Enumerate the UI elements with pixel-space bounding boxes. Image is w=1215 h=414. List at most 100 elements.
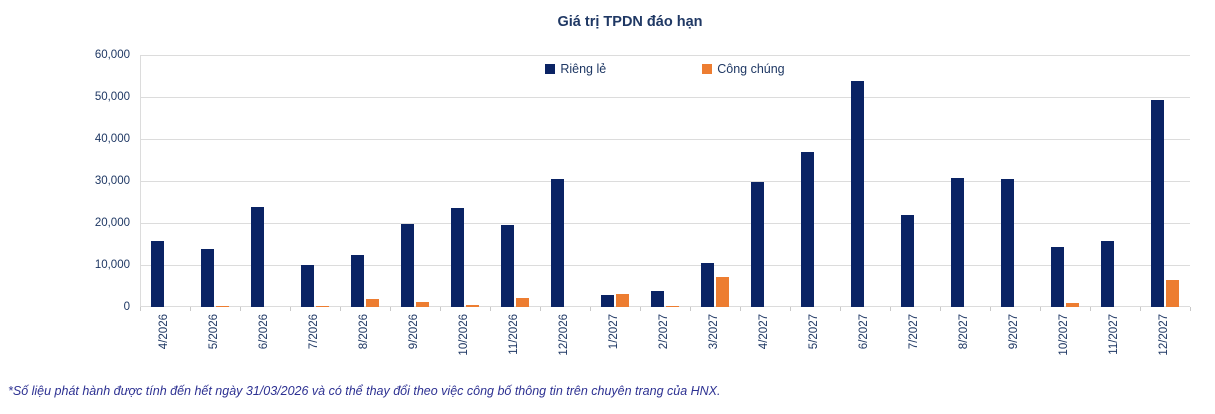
y-axis-label: 50,000	[94, 91, 130, 103]
bar-rieng-le	[401, 224, 414, 307]
axis-tick	[940, 307, 941, 311]
gridline	[140, 265, 1190, 266]
bar-group	[540, 55, 590, 307]
axis-tick	[1190, 307, 1191, 311]
x-axis-slot: 10/2026	[440, 314, 490, 378]
x-axis-label: 7/2027	[908, 314, 921, 350]
y-axis-label: 60,000	[94, 49, 130, 61]
x-axis-label: 11/2026	[508, 314, 521, 355]
bar-group	[240, 55, 290, 307]
bar-rieng-le	[551, 179, 564, 307]
x-axis-slot: 9/2026	[390, 314, 440, 378]
bar-group	[590, 55, 640, 307]
x-axis-label: 8/2026	[358, 314, 371, 350]
bar-cong-chung	[366, 299, 379, 307]
bar-rieng-le	[601, 295, 614, 307]
x-axis-label: 10/2027	[1058, 314, 1071, 356]
x-axis-label: 8/2027	[958, 314, 971, 350]
bar-rieng-le	[301, 265, 314, 307]
bar-group	[840, 55, 890, 307]
x-axis-slot: 9/2027	[990, 314, 1040, 378]
bar-rieng-le	[1051, 247, 1064, 307]
x-axis-slot: 7/2026	[290, 314, 340, 378]
x-axis-label: 2/2027	[658, 314, 671, 350]
x-axis-label: 6/2027	[858, 314, 871, 350]
axis-tick	[140, 307, 141, 311]
x-axis-label: 12/2027	[1158, 314, 1171, 356]
axis-tick	[790, 307, 791, 311]
x-axis-label: 7/2026	[308, 314, 321, 350]
bar-cong-chung	[516, 298, 529, 307]
bar-rieng-le	[1101, 241, 1114, 307]
axis-tick	[740, 307, 741, 311]
gridline	[140, 139, 1190, 140]
bar-cong-chung	[716, 277, 729, 307]
x-axis-label: 4/2027	[758, 314, 771, 350]
bar-cong-chung	[416, 302, 429, 307]
x-axis-label: 12/2026	[558, 314, 571, 356]
x-axis-slot: 11/2026	[490, 314, 540, 378]
bar-rieng-le	[651, 291, 664, 307]
bar-cong-chung	[316, 306, 329, 307]
bar-rieng-le	[951, 178, 964, 307]
axis-tick	[840, 307, 841, 311]
x-axis-label: 5/2027	[808, 314, 821, 350]
bar-group	[740, 55, 790, 307]
bar-groups-container	[140, 55, 1190, 307]
axis-tick	[190, 307, 191, 311]
bar-group	[140, 55, 190, 307]
bar-cong-chung	[466, 305, 479, 307]
axis-tick	[490, 307, 491, 311]
bar-rieng-le	[251, 207, 264, 307]
x-axis: 4/2026 5/2026 6/2026 7/2026 8/2026 9/2026 10/2…	[140, 314, 1190, 378]
bar-group	[1090, 55, 1140, 307]
x-axis-slot: 8/2027	[940, 314, 990, 378]
bar-group	[990, 55, 1040, 307]
x-axis-slot: 4/2026	[140, 314, 190, 378]
x-axis-slot: 5/2027	[790, 314, 840, 378]
bar-group	[440, 55, 490, 307]
y-axis-label: 0	[123, 301, 130, 313]
x-axis-ticks	[140, 307, 1191, 312]
gridline	[140, 97, 1190, 98]
x-axis-slot: 6/2026	[240, 314, 290, 378]
axis-tick	[340, 307, 341, 311]
axis-tick	[590, 307, 591, 311]
axis-tick	[640, 307, 641, 311]
x-axis-slot: 7/2027	[890, 314, 940, 378]
axis-tick	[290, 307, 291, 311]
x-axis-label: 5/2026	[208, 314, 221, 350]
y-axis-label: 40,000	[94, 133, 130, 145]
x-axis-label: 6/2026	[258, 314, 271, 350]
bar-rieng-le	[351, 255, 364, 307]
axis-tick	[890, 307, 891, 311]
axis-tick	[1140, 307, 1141, 311]
bar-group	[290, 55, 340, 307]
bar-cong-chung	[216, 306, 229, 307]
bar-cong-chung	[666, 306, 679, 307]
y-axis-label: 20,000	[94, 217, 130, 229]
bar-rieng-le	[451, 208, 464, 307]
gridline	[140, 181, 1190, 182]
y-axis-label: 30,000	[94, 175, 130, 187]
x-axis-slot: 2/2027	[640, 314, 690, 378]
bar-rieng-le	[801, 152, 814, 307]
x-axis-label: 9/2026	[408, 314, 421, 350]
bar-group	[640, 55, 690, 307]
bar-group	[940, 55, 990, 307]
bar-rieng-le	[1151, 100, 1164, 307]
bar-group	[390, 55, 440, 307]
axis-tick	[990, 307, 991, 311]
bar-rieng-le	[751, 182, 764, 307]
axis-tick	[690, 307, 691, 311]
axis-tick	[1090, 307, 1091, 311]
bar-group	[890, 55, 940, 307]
y-axis-label: 10,000	[94, 259, 130, 271]
x-axis-slot: 10/2027	[1040, 314, 1090, 378]
bar-cong-chung	[616, 294, 629, 307]
x-axis-slot: 3/2027	[690, 314, 740, 378]
bar-group	[490, 55, 540, 307]
bar-rieng-le	[501, 225, 514, 307]
axis-tick	[1040, 307, 1041, 311]
bar-group	[1140, 55, 1190, 307]
